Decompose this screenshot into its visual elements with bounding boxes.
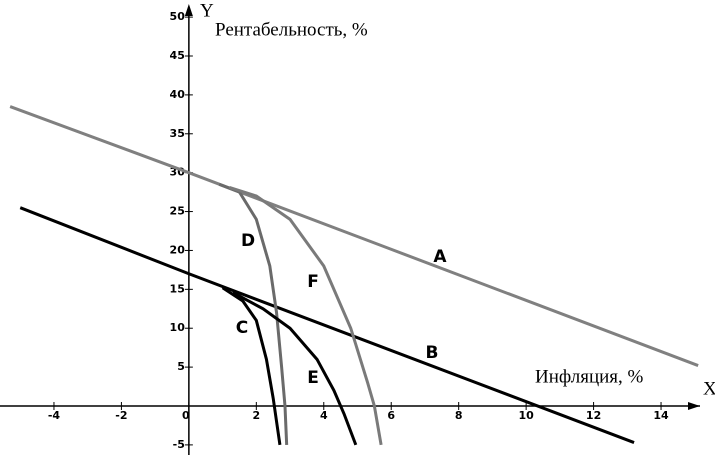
y-tick-label: 25 [170, 205, 185, 218]
series-name: D [241, 231, 255, 251]
series-line [232, 291, 358, 446]
series-line [19, 206, 635, 444]
y-axis-label: Рентабельность, % [215, 19, 368, 40]
x-tick-label: 2 [252, 409, 260, 422]
y-tick-label: 35 [170, 127, 185, 140]
x-tick-label: -2 [115, 409, 127, 422]
x-tick-label: 4 [320, 409, 328, 422]
y-arrow [184, 4, 193, 16]
series-line [218, 182, 289, 445]
x-tick-label: 6 [387, 409, 395, 422]
series-name: F [307, 272, 319, 292]
series-name: E [307, 368, 319, 388]
y-tick-label: -5 [173, 438, 185, 451]
y-tick-label: 10 [170, 321, 186, 334]
x-axis-label: Инфляция, % [535, 366, 644, 387]
y-tick-label: 5 [177, 360, 185, 373]
y-tick-label: 20 [170, 243, 186, 256]
series-line [228, 186, 383, 446]
x-tick-label: 0 [182, 409, 190, 422]
x-tick-label: 8 [455, 409, 463, 422]
x-tick-label: -4 [48, 409, 61, 422]
series-name: C [236, 318, 248, 338]
series-name: B [426, 343, 439, 363]
x-arrow [688, 402, 700, 410]
x-axis-name: X [703, 378, 715, 399]
series-line [9, 105, 699, 367]
y-tick-label: 50 [170, 10, 186, 23]
x-tick-label: 12 [586, 409, 601, 422]
y-axis-name: Y [200, 0, 214, 21]
y-tick-label: 40 [170, 88, 186, 101]
y-tick-label: 15 [170, 282, 185, 295]
series-line [221, 286, 282, 446]
x-tick-label: 14 [653, 409, 669, 422]
y-tick-label: 45 [170, 49, 185, 62]
series-name: A [433, 247, 447, 267]
x-tick-label: 10 [518, 409, 534, 422]
